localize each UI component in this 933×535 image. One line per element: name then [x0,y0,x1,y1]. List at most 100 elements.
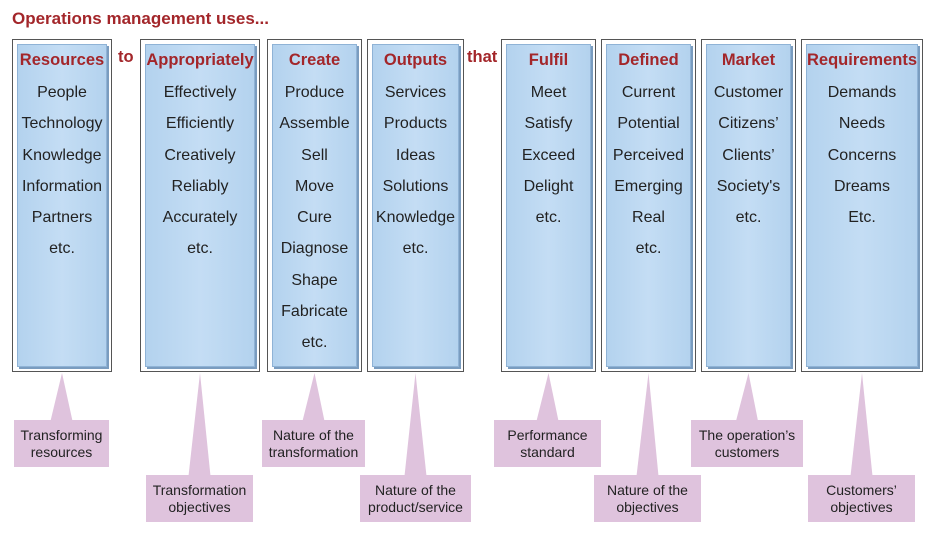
callout-label: Nature of the product/service [368,481,463,515]
callout-box: Customers’ objectives [808,475,915,522]
column-item: Reliably [171,177,229,195]
column-item: Partners [31,209,93,227]
callout-box: Nature of the objectives [594,475,701,522]
column-item: etc. [49,240,75,258]
column-item: Real [632,209,665,227]
column-item: etc. [301,334,328,352]
column-item: etc. [187,240,213,258]
column-item: Services [384,84,447,101]
column-item: Accurately [162,209,238,227]
column-header: Market [721,51,776,69]
callout-pointer [536,373,559,421]
callout-pointer [404,373,427,476]
column-item: Technology [21,115,103,133]
column-item: etc. [535,209,562,227]
connector-to: to [118,48,134,66]
column-item: Products [383,115,448,133]
column-item: Potential [617,115,680,133]
column-item: Sell [301,146,328,164]
column-create: Create Produce Assemble Sell Move Cure Diagnos… [267,39,362,372]
callout-label: Nature of the transformation [268,426,359,460]
callout-label: Performance standard [507,426,588,460]
column-item: Dreams [833,177,890,195]
column-item: Current [621,84,676,101]
callout-box: Nature of the product/service [360,475,471,522]
column-item: Fabricate [281,303,348,321]
callout-label: Transforming resources [20,426,103,460]
column-item: Society's [716,177,781,195]
column-item: Diagnose [280,240,349,258]
column-header: Requirements [806,51,918,69]
column-item: etc. [735,209,762,227]
connector-that: that [467,48,498,66]
column-requirements: Requirements Demands Needs Concerns Dreams Et… [801,39,923,372]
column-item: Citizens’ [718,115,779,133]
callout-pointer [188,373,211,476]
column-outputs: Outputs Services Products Ideas Solutions Kno… [367,39,464,372]
column-item: Clients’ [722,146,775,164]
column-item: Exceed [521,146,576,164]
column-panel: Requirements Demands Needs Concerns Dreams Et… [806,44,918,367]
column-panel: Defined Current Potential Perceived Emerging… [606,44,691,367]
column-item: Emerging [614,177,683,195]
callout-pointer [302,373,325,421]
callout-label: The operation’s customers [698,426,796,460]
callout-pointer [736,373,758,421]
column-defined: Defined Current Potential Perceived Emerging… [601,39,696,372]
callout-label: Customers’ objectives [826,481,897,515]
column-panel: Outputs Services Products Ideas Solutions Kno… [372,44,459,367]
callout-box: The operation’s customers [691,420,803,467]
column-item: Concerns [827,146,897,164]
callout-box: Nature of the transformation [262,420,365,467]
column-resources: Resources People Technology Knowledge Inform… [12,39,112,372]
column-item: Delight [523,177,574,195]
column-item: People [37,84,87,101]
column-header: Resources [19,51,105,69]
callout-box: Transforming resources [14,420,109,467]
column-header: Outputs [383,51,448,69]
column-item: Shape [291,271,338,289]
column-appropriately: Appropriately Effectively Efficiently Creat… [140,39,260,372]
callout-box: Performance standard [494,420,601,467]
column-header: Fulfil [528,51,569,69]
callout-box: Transformation objectives [146,475,253,522]
column-item: Effectively [163,84,237,101]
column-item: Satisfy [524,115,573,133]
callout-pointer [850,373,873,476]
column-item: Perceived [612,146,685,164]
column-item: Meet [530,84,567,101]
column-header: Create [288,51,341,69]
column-item: Etc. [848,209,876,227]
column-item: Solutions [382,177,449,195]
column-item: Demands [827,84,897,101]
column-header: Defined [618,51,679,69]
column-item: Information [21,177,103,195]
callout-label: Transformation objectives [152,481,247,515]
column-item: Cure [297,209,332,227]
column-panel: Resources People Technology Knowledge Inform… [17,44,107,367]
column-item: Move [294,177,335,195]
column-panel: Appropriately Effectively Efficiently Creat… [145,44,255,367]
column-panel: Market Customer Citizens’ Clients’ Society's… [706,44,791,367]
column-panel: Fulfil Meet Satisfy Exceed Delight etc. [506,44,591,367]
column-item: etc. [402,240,429,258]
column-item: Ideas [395,146,436,164]
column-fulfil: Fulfil Meet Satisfy Exceed Delight etc. [501,39,596,372]
callout-pointer [50,373,73,421]
column-item: Knowledge [375,209,456,227]
column-item: Needs [838,115,886,133]
column-item: etc. [635,240,662,258]
column-item: Assemble [279,115,350,133]
callout-pointer [636,373,659,476]
column-panel: Create Produce Assemble Sell Move Cure Diagnos… [272,44,357,367]
column-item: Efficiently [165,115,235,133]
column-item: Creatively [164,146,236,164]
column-market: Market Customer Citizens’ Clients’ Society's… [701,39,796,372]
diagram-title: Operations management uses... [12,9,269,28]
column-header: Appropriately [146,51,254,69]
column-item: Knowledge [22,146,102,164]
column-item: Produce [284,84,345,101]
column-item: Customer [713,84,784,101]
callout-label: Nature of the objectives [607,481,688,515]
